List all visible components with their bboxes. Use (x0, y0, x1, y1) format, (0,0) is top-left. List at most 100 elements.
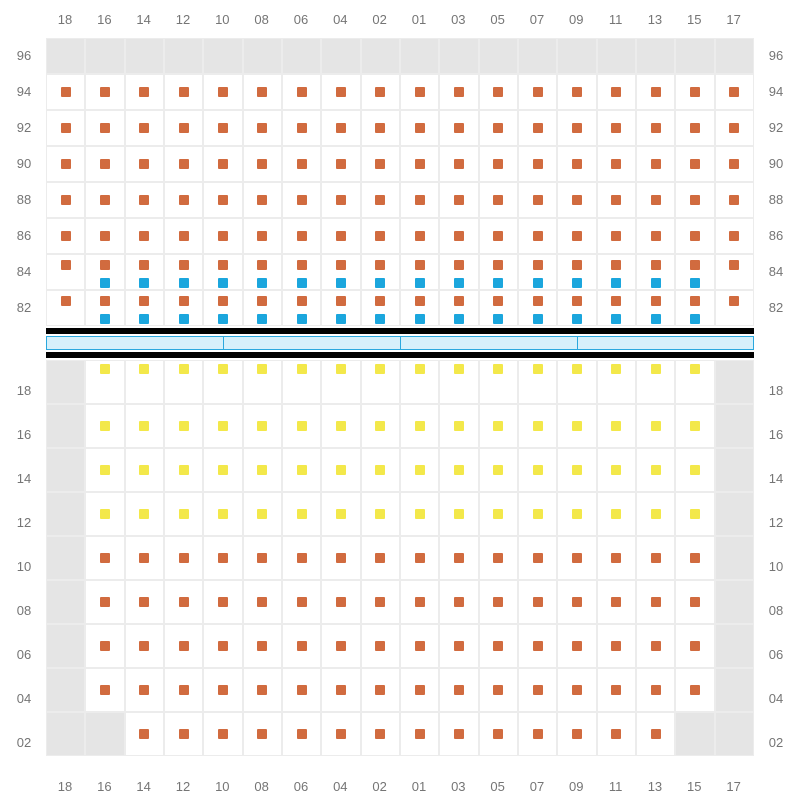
seat-marker (533, 597, 543, 607)
seat-marker (336, 195, 346, 205)
seat-marker (493, 296, 503, 306)
row-label: 18 (764, 373, 788, 409)
seat-marker (533, 421, 543, 431)
seat-cell (715, 448, 754, 492)
row-label: 96 (764, 38, 788, 74)
seat-marker (336, 465, 346, 475)
seat-marker (100, 231, 110, 241)
col-label-top: 06 (282, 12, 320, 27)
seat-marker (257, 364, 267, 374)
col-label-top: 17 (715, 12, 753, 27)
seat-marker (493, 231, 503, 241)
seat-marker (572, 260, 582, 270)
seat-cell (439, 38, 478, 74)
seat-marker (297, 553, 307, 563)
seat-marker (729, 195, 739, 205)
seat-marker (493, 159, 503, 169)
col-label-top: 03 (439, 12, 477, 27)
seat-marker (533, 729, 543, 739)
row-label: 10 (764, 549, 788, 585)
seat-marker (651, 260, 661, 270)
seat-marker (729, 159, 739, 169)
seat-marker (690, 231, 700, 241)
strip-separator (577, 336, 578, 350)
seat-marker (139, 421, 149, 431)
seat-marker (611, 641, 621, 651)
row-label: 82 (764, 290, 788, 326)
seat-marker (533, 159, 543, 169)
seat-marker (493, 509, 503, 519)
seat-marker (611, 159, 621, 169)
strip-separator (223, 336, 224, 350)
seat-marker (611, 421, 621, 431)
seat-cell (46, 580, 85, 624)
seat-marker (651, 278, 661, 288)
seat-marker (651, 553, 661, 563)
seat-marker (61, 195, 71, 205)
seat-marker (454, 553, 464, 563)
seat-marker (179, 296, 189, 306)
seat-marker (572, 553, 582, 563)
seat-marker (139, 260, 149, 270)
seat-marker (493, 465, 503, 475)
seat-marker (336, 553, 346, 563)
seat-marker (415, 123, 425, 133)
row-label: 94 (764, 74, 788, 110)
col-label-bottom: 04 (321, 779, 359, 794)
seat-marker (179, 729, 189, 739)
seat-marker (218, 159, 228, 169)
seating-chart: 1818161614141212101008080606040402020101… (0, 0, 800, 800)
seat-marker (572, 159, 582, 169)
seat-marker (454, 641, 464, 651)
row-label: 84 (764, 254, 788, 290)
row-label: 86 (764, 218, 788, 254)
seat-marker (611, 296, 621, 306)
row-label: 88 (764, 182, 788, 218)
row-label: 02 (764, 725, 788, 761)
seat-marker (100, 641, 110, 651)
seat-marker (572, 314, 582, 324)
seat-marker (100, 509, 110, 519)
seat-marker (572, 123, 582, 133)
seat-cell (46, 624, 85, 668)
seat-marker (100, 296, 110, 306)
seat-marker (572, 509, 582, 519)
seat-marker (61, 231, 71, 241)
seat-marker (493, 87, 503, 97)
seat-marker (375, 597, 385, 607)
seat-marker (572, 296, 582, 306)
seat-marker (218, 465, 228, 475)
seat-cell (715, 38, 754, 74)
seat-marker (415, 87, 425, 97)
seat-marker (375, 296, 385, 306)
seat-marker (690, 159, 700, 169)
seat-marker (139, 87, 149, 97)
seat-marker (257, 641, 267, 651)
seat-marker (297, 231, 307, 241)
row-label: 08 (764, 593, 788, 629)
seat-marker (257, 597, 267, 607)
seat-marker (336, 729, 346, 739)
seat-marker (139, 364, 149, 374)
seat-marker (100, 314, 110, 324)
seat-marker (493, 685, 503, 695)
col-label-bottom: 05 (479, 779, 517, 794)
row-label: 08 (12, 593, 36, 629)
seat-marker (100, 553, 110, 563)
row-label: 16 (764, 417, 788, 453)
seat-marker (572, 641, 582, 651)
seat-marker (218, 597, 228, 607)
seat-cell (715, 404, 754, 448)
seat-cell (46, 448, 85, 492)
seat-marker (61, 87, 71, 97)
seat-marker (611, 231, 621, 241)
seat-marker (297, 278, 307, 288)
seat-marker (100, 597, 110, 607)
seat-marker (690, 553, 700, 563)
seat-marker (454, 278, 464, 288)
col-label-top: 18 (46, 12, 84, 27)
col-label-top: 09 (557, 12, 595, 27)
row-label: 12 (764, 505, 788, 541)
row-label: 88 (12, 182, 36, 218)
seat-marker (297, 87, 307, 97)
